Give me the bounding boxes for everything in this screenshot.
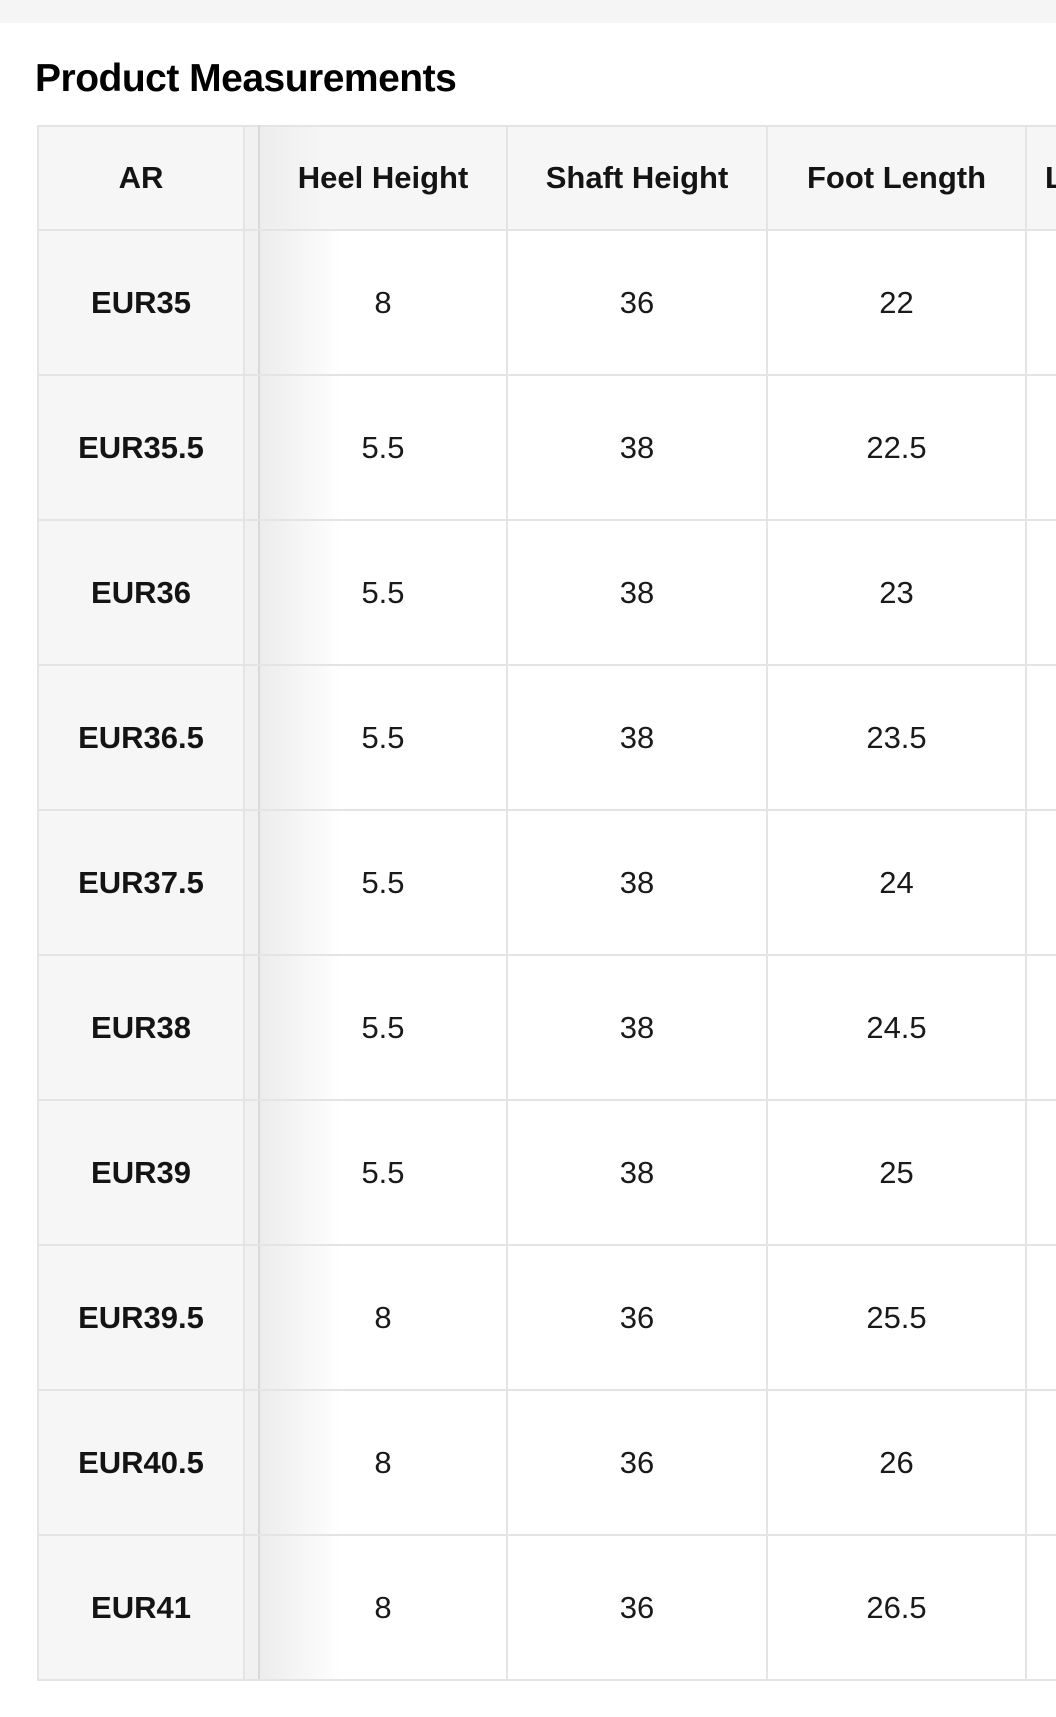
row-size-label: EUR38 (37, 954, 245, 1101)
header-row: AR Heel Height Shaft Height Foot Length … (37, 125, 1056, 231)
value-cell: 24.5 (766, 954, 1027, 1101)
value-cell-partial (1025, 1099, 1056, 1246)
value-cell-partial (1025, 954, 1056, 1101)
row-spacer (243, 1099, 260, 1246)
table-row: EUR37.5 5.5 38 24 (37, 809, 1056, 956)
value-cell: 5.5 (258, 664, 508, 811)
value-cell: 38 (506, 1099, 768, 1246)
value-cell-partial (1025, 229, 1056, 376)
measurements-table: AR Heel Height Shaft Height Foot Length … (37, 125, 1056, 1681)
table-row: EUR38 5.5 38 24.5 (37, 954, 1056, 1101)
header-spacer (243, 125, 260, 231)
value-cell: 23 (766, 519, 1027, 666)
row-spacer (243, 954, 260, 1101)
table-row: EUR40.5 8 36 26 (37, 1389, 1056, 1536)
row-size-label: EUR36 (37, 519, 245, 666)
value-cell: 24 (766, 809, 1027, 956)
value-cell: 8 (258, 1534, 508, 1681)
row-size-label: EUR36.5 (37, 664, 245, 811)
value-cell: 8 (258, 229, 508, 376)
value-cell: 22 (766, 229, 1027, 376)
column-header-ar: AR (37, 125, 245, 231)
table-row: EUR36.5 5.5 38 23.5 (37, 664, 1056, 811)
row-spacer (243, 664, 260, 811)
value-cell: 36 (506, 1389, 768, 1536)
row-spacer (243, 809, 260, 956)
value-cell: 8 (258, 1389, 508, 1536)
value-cell: 36 (506, 229, 768, 376)
value-cell: 26.5 (766, 1534, 1027, 1681)
value-cell: 8 (258, 1244, 508, 1391)
value-cell-partial (1025, 809, 1056, 956)
row-size-label: EUR41 (37, 1534, 245, 1681)
column-header-partial: L (1025, 125, 1056, 231)
row-spacer (243, 374, 260, 521)
value-cell: 38 (506, 809, 768, 956)
value-cell: 38 (506, 664, 768, 811)
value-cell: 25.5 (766, 1244, 1027, 1391)
value-cell: 22.5 (766, 374, 1027, 521)
value-cell: 5.5 (258, 809, 508, 956)
value-cell: 36 (506, 1534, 768, 1681)
table-body: EUR35 8 36 22 EUR35.5 5.5 38 22.5 EUR36 5.5 38 23 EU… (37, 229, 1056, 1681)
table-row: EUR35 8 36 22 (37, 229, 1056, 376)
value-cell: 36 (506, 1244, 768, 1391)
table-row: EUR35.5 5.5 38 22.5 (37, 374, 1056, 521)
row-size-label: EUR37.5 (37, 809, 245, 956)
value-cell: 25 (766, 1099, 1027, 1246)
row-spacer (243, 1389, 260, 1536)
row-size-label: EUR35 (37, 229, 245, 376)
row-size-label: EUR39.5 (37, 1244, 245, 1391)
row-spacer (243, 519, 260, 666)
row-spacer (243, 1244, 260, 1391)
column-header-foot-length: Foot Length (766, 125, 1027, 231)
value-cell: 23.5 (766, 664, 1027, 811)
value-cell: 5.5 (258, 374, 508, 521)
value-cell: 5.5 (258, 1099, 508, 1246)
row-size-label: EUR39 (37, 1099, 245, 1246)
value-cell-partial (1025, 374, 1056, 521)
value-cell-partial (1025, 519, 1056, 666)
column-header-shaft-height: Shaft Height (506, 125, 768, 231)
row-size-label: EUR35.5 (37, 374, 245, 521)
value-cell: 5.5 (258, 954, 508, 1101)
column-header-heel-height: Heel Height (258, 125, 508, 231)
table-row: EUR41 8 36 26.5 (37, 1534, 1056, 1681)
row-size-label: EUR40.5 (37, 1389, 245, 1536)
value-cell-partial (1025, 1244, 1056, 1391)
page-title: Product Measurements (35, 57, 457, 100)
value-cell-partial (1025, 1389, 1056, 1536)
value-cell: 5.5 (258, 519, 508, 666)
table-row: EUR39.5 8 36 25.5 (37, 1244, 1056, 1391)
value-cell-partial (1025, 664, 1056, 811)
value-cell: 26 (766, 1389, 1027, 1536)
value-cell: 38 (506, 519, 768, 666)
row-spacer (243, 229, 260, 376)
table-row: EUR39 5.5 38 25 (37, 1099, 1056, 1246)
value-cell: 38 (506, 954, 768, 1101)
value-cell: 38 (506, 374, 768, 521)
top-divider-bar (0, 0, 1056, 23)
value-cell-partial (1025, 1534, 1056, 1681)
table-row: EUR36 5.5 38 23 (37, 519, 1056, 666)
row-spacer (243, 1534, 260, 1681)
measurements-table-scroll-area[interactable]: AR Heel Height Shaft Height Foot Length … (37, 125, 1056, 1681)
